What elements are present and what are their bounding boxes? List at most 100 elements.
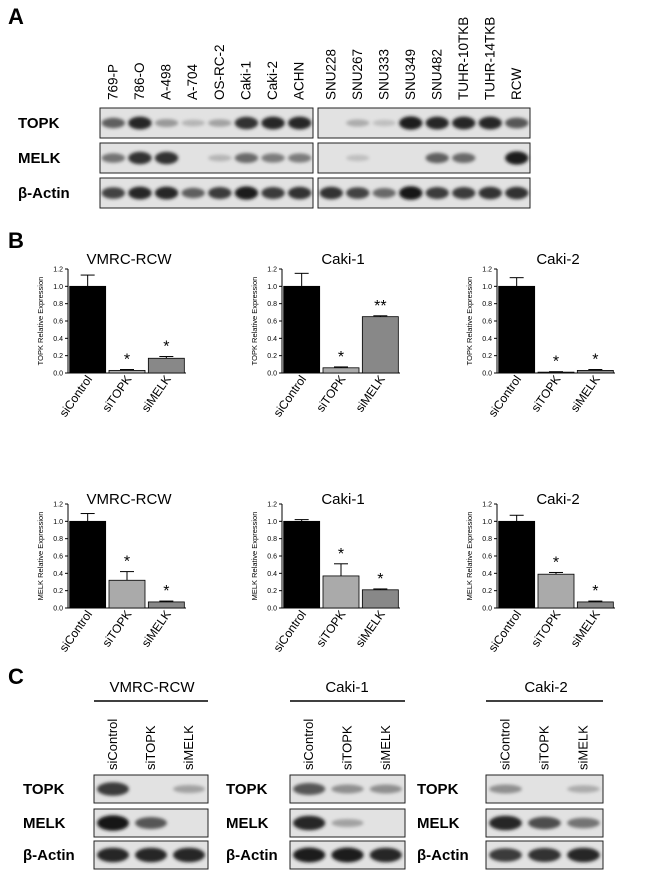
panel-c-groups: VMRC-RCW siControl siTOPK siMELK TOPK MELK β-A…: [23, 679, 604, 870]
y-axis-label: MELK Relative Expression: [36, 512, 45, 601]
y-tick-label: 0.2: [267, 353, 277, 360]
group-title: Caki-2: [524, 679, 567, 696]
blot-group: Caki-2 siControl siTOPK siMELK TOPK MELK β-Act…: [417, 679, 604, 870]
blot-band: [261, 116, 285, 130]
blot-band: [97, 847, 129, 863]
y-tick-label: 0.0: [482, 606, 492, 613]
panel-c: C VMRC-RCW siControl siTOPK siMELK TOPK MELK β…: [8, 664, 604, 870]
group-title: Caki-1: [325, 679, 368, 696]
cell-line-label: 786-O: [132, 62, 147, 100]
blot-band: [505, 117, 529, 129]
blot-band: [489, 848, 522, 862]
bar: [537, 573, 575, 609]
blot-band: [261, 153, 285, 163]
y-tick-label: 0.8: [53, 536, 63, 543]
blot-band: [135, 817, 167, 829]
blot-group: Caki-1 siControl siTOPK siMELK TOPK MELK β-Act…: [226, 679, 406, 870]
blot-band: [489, 815, 522, 831]
blot-band: [425, 116, 449, 130]
category-label: siMELK: [353, 608, 388, 650]
lane-label: siTOPK: [537, 725, 552, 770]
blot-band: [489, 784, 522, 794]
blot-band: [372, 188, 396, 198]
bar: [108, 579, 146, 609]
blot-band: [208, 187, 232, 199]
blot-row-label: MELK: [226, 815, 269, 832]
blot-band: [369, 847, 402, 863]
y-tick-label: 0.8: [53, 301, 63, 308]
blot-row-label: β-Actin: [226, 847, 278, 864]
blot-band: [452, 153, 476, 163]
cell-line-label: SNU482: [429, 49, 444, 100]
cell-line-label: 769-P: [105, 64, 120, 100]
blot-band: [234, 153, 259, 163]
blot-band: [369, 784, 402, 794]
bar-chart: Caki-2 0.0 0.2 0.4 0.6 0.8 1.0 1.2 TOPK Relative…: [465, 251, 615, 420]
blot-band: [505, 151, 529, 165]
blot-band: [154, 151, 179, 165]
panel-a-column-labels: 769-P 786-O A-498 A-704 OS-RC-2 Caki-1 Caki-2 A…: [105, 17, 523, 100]
y-tick-label: 0.4: [53, 571, 63, 578]
bar: [108, 369, 146, 374]
blot-band: [287, 186, 312, 200]
y-tick-label: 0.6: [267, 319, 277, 326]
lane-label: siMELK: [378, 725, 393, 770]
blot-row-label: β-Actin: [18, 185, 70, 202]
chart-title: Caki-2: [536, 491, 579, 508]
category-label: siMELK: [353, 373, 388, 415]
significance-marker: *: [163, 339, 169, 356]
y-tick-label: 0.2: [482, 353, 492, 360]
y-axis-label: TOPK Relative Expression: [250, 277, 259, 366]
cell-line-label: SNU333: [376, 49, 391, 100]
significance-marker: *: [377, 571, 383, 588]
bar: [283, 520, 321, 609]
blot-band: [181, 119, 205, 127]
y-tick-label: 1.0: [267, 284, 277, 291]
blot-row-label: TOPK: [417, 781, 459, 798]
blot-band: [567, 785, 600, 793]
significance-marker: *: [553, 554, 559, 571]
panel-a-blots: [99, 107, 531, 209]
cell-line-label: RCW: [509, 68, 524, 100]
panel-c-label: C: [8, 664, 24, 689]
blot-band: [101, 117, 126, 129]
bar: [498, 285, 536, 374]
blot-row-label: TOPK: [226, 781, 268, 798]
lane-label: siTOPK: [143, 725, 158, 770]
y-tick-label: 1.2: [267, 502, 277, 509]
significance-marker: *: [338, 349, 344, 366]
blot-group: VMRC-RCW siControl siTOPK siMELK TOPK MELK β-A…: [23, 679, 209, 870]
blot-band: [128, 116, 152, 130]
y-tick-label: 0.0: [482, 371, 492, 378]
significance-marker: *: [124, 352, 130, 369]
bar: [69, 285, 107, 374]
panel-b-label: B: [8, 228, 24, 253]
blot-band: [101, 187, 126, 199]
group-title: VMRC-RCW: [110, 679, 196, 696]
category-label: siMELK: [568, 608, 603, 650]
bar: [322, 367, 360, 374]
category-label: siTOPK: [99, 608, 134, 650]
blot-band: [452, 116, 476, 130]
blot-band: [181, 187, 205, 199]
cell-line-label: Caki-2: [265, 61, 280, 100]
blot-band: [173, 785, 205, 793]
blot-band: [234, 116, 259, 130]
y-axis-label: MELK Relative Expression: [250, 512, 259, 601]
blot-band: [528, 848, 561, 862]
cell-line-label: TUHR-10TKB: [456, 17, 471, 100]
category-label: siControl: [270, 608, 309, 655]
category-label: siTOPK: [528, 373, 563, 415]
y-axis-label: MELK Relative Expression: [465, 512, 474, 601]
bar: [147, 357, 185, 374]
y-tick-label: 0.6: [482, 319, 492, 326]
blot-band: [399, 116, 423, 130]
panel-b-charts: VMRC-RCW 0.0 0.2 0.4 0.6 0.8 1.0 1.2 TOPK Relati…: [36, 251, 615, 655]
y-tick-label: 1.2: [482, 267, 492, 274]
y-tick-label: 1.0: [53, 284, 63, 291]
blot-band: [478, 186, 502, 200]
y-tick-label: 0.4: [53, 336, 63, 343]
category-label: siControl: [56, 373, 95, 420]
lane-label: siTOPK: [340, 725, 355, 770]
lane-label: siControl: [498, 719, 513, 770]
